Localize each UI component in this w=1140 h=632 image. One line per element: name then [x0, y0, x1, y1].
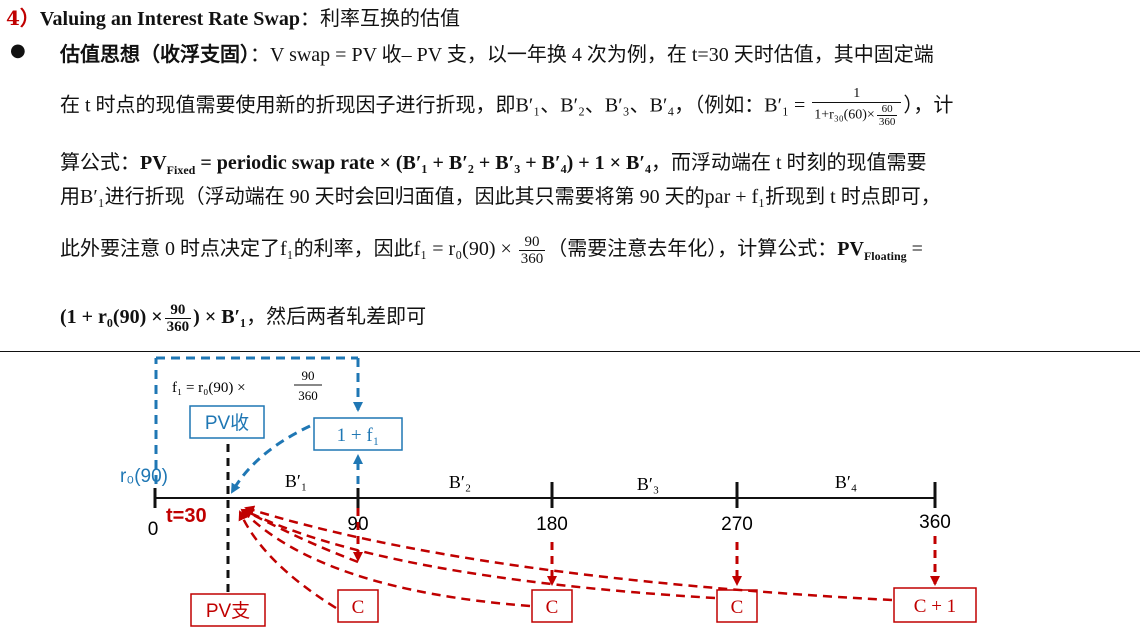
- discount-arrow-c2: [240, 508, 531, 608]
- t30-label: t=30: [166, 505, 207, 527]
- inner-fraction: 60 360: [876, 103, 898, 128]
- inner-frac-den: 360: [878, 116, 896, 128]
- line2-text: 在 t 时点的现值需要使用新的折现因子进行折现，即B′₁、B′₂、B′₃、B′₄…: [60, 94, 806, 117]
- f1-frac-den-svg: 360: [298, 388, 318, 403]
- pv-receive-box: [189, 405, 265, 439]
- pv-floating-formula: PVFloating: [837, 238, 907, 263]
- section-title-cn: 利率互换的估值: [319, 6, 460, 30]
- section-title-en: Valuing an Interest Rate Swap: [39, 8, 300, 30]
- paragraph-line-5: 此外要注意 0 时点决定了f₁的利率，因此f₁ = r₀(90) × 90 360…: [60, 232, 923, 267]
- pv-receive-label: PV收: [205, 412, 249, 434]
- pv-fixed-pv: PV: [140, 152, 167, 174]
- b1-frac-denominator: 1+r₃₀(60)× 60 360: [812, 103, 901, 128]
- f1-frac-num-svg: 90: [302, 368, 315, 383]
- section-divider: [0, 351, 1140, 352]
- valuation-idea-label: 估值思想（收浮支固）: [60, 44, 250, 66]
- pv-floating-expression: (1 + r₀(90) × 90 360) × B′₁: [60, 302, 247, 335]
- coupon-label-90: C: [352, 597, 365, 618]
- line5-eq: =: [906, 238, 923, 260]
- line5-text: 此外要注意 0 时点决定了f₁的利率，因此f₁ = r₀(90) ×: [60, 238, 512, 260]
- swap-timeline-diagram: f₁ = r₀(90) × 90 360 PV收 1 + f₁ r₀(90) 0…: [120, 356, 977, 627]
- discount-label-b2: B′₂: [449, 472, 471, 492]
- b1-example-fraction: 1 1+r₃₀(60)× 60 360: [812, 86, 902, 128]
- pv-floating-pv: PV: [837, 238, 864, 260]
- discount-arrow-90: [242, 508, 359, 564]
- line6-end: ，然后两者轧差即可: [246, 306, 427, 328]
- pv-floating-sub: Floating: [863, 249, 907, 263]
- paragraph-line-3: 算公式：PVFixed = periodic swap rate × (B′₁ …: [60, 146, 927, 178]
- paragraph-line-4: 用B′₁进行折现（浮动端在 90 天时会回归面值，因此其只需要将第 90 天的p…: [60, 180, 941, 209]
- coupon-label-270: C: [731, 597, 744, 618]
- discount-to-t-arrow: [230, 424, 311, 494]
- line3-intro: 算公式：: [60, 152, 140, 174]
- paragraph-line-1: 估值思想（收浮支固）：V swap = PV 收– PV 支，以一年换 4 次为…: [60, 38, 934, 67]
- tick-label-270: 270: [721, 514, 753, 535]
- inner-frac-num: 60: [876, 103, 898, 116]
- b1-frac-numerator: 1: [812, 86, 902, 103]
- r0-90-label: r₀(90): [120, 466, 168, 487]
- coupon-label-180: C: [546, 597, 559, 618]
- pv-pay-box: [190, 593, 266, 627]
- line4-text: 用B′₁进行折现（浮动端在 90 天时会回归面值，因此其只需要将第 90 天的p…: [60, 186, 941, 208]
- tick-label-360: 360: [919, 512, 951, 533]
- coupon-box-90: [337, 589, 379, 623]
- pv-fixed-formula: PVFixed = periodic swap rate × (B′₁ + B′…: [140, 152, 651, 177]
- discount-arrow-c3: [242, 508, 716, 600]
- one-plus-f1-label: 1 + f₁: [337, 425, 380, 446]
- one-plus-f1-box: [313, 417, 403, 451]
- tick-label-180: 180: [536, 514, 568, 535]
- discount-label-b1: B′₁: [285, 471, 307, 491]
- bullet-icon: ●: [10, 40, 26, 61]
- paragraph-line-6: (1 + r₀(90) × 90 360) × B′₁，然后两者轧差即可: [60, 300, 426, 335]
- coupon-box-180: [531, 589, 573, 623]
- tick-label-0: 0: [148, 519, 159, 540]
- heading-colon: ：: [299, 6, 320, 30]
- discount-label-b3: B′₃: [637, 474, 659, 494]
- coupon-box-360: [893, 587, 977, 623]
- line6-b: ) × B′₁: [193, 306, 247, 328]
- line6-frac-den: 360: [166, 318, 190, 335]
- pv-fixed-sub: Fixed: [166, 163, 196, 177]
- pv-fixed-rest: = periodic swap rate × (B′₁ + B′₂ + B′₃ …: [195, 152, 651, 174]
- line6-a: (1 + r₀(90) ×: [60, 306, 163, 328]
- line6-frac-num: 90: [164, 302, 192, 319]
- line6-fraction: 90 360: [164, 302, 192, 335]
- line5-mid: （需要注意去年化），计算公式：: [547, 238, 838, 260]
- f1-frac-den: 360: [520, 250, 544, 267]
- coupon-label-360: C + 1: [914, 596, 956, 617]
- discount-label-b4: B′₄: [835, 472, 857, 492]
- f1-frac-num: 90: [518, 234, 546, 251]
- section-number: 4）: [6, 6, 40, 30]
- discount-arrow-c4: [244, 505, 893, 602]
- coupon-box-270: [716, 589, 758, 623]
- b1-frac-den-text: 1+r₃₀(60)×: [814, 107, 875, 123]
- f1-fraction: 90 360: [518, 234, 546, 267]
- paragraph-line-2: 在 t 时点的现值需要使用新的折现因子进行折现，即B′₁、B′₂、B′₃、B′₄…: [60, 86, 953, 128]
- pv-pay-label: PV支: [206, 600, 250, 622]
- line2-end: ），计: [903, 94, 954, 117]
- section-heading: 4）Valuing an Interest Rate Swap：利率互换的估值: [6, 2, 460, 31]
- discount-arrow-c1: [238, 510, 337, 610]
- f1-bracket: [154, 356, 363, 484]
- f1-formula-text: f₁ = r₀(90) ×: [172, 380, 246, 396]
- line1-text: ：V swap = PV 收– PV 支，以一年换 4 次为例，在 t=30 天…: [250, 44, 934, 66]
- line3-end: ，而浮动端在 t 时刻的现值需要: [651, 152, 927, 174]
